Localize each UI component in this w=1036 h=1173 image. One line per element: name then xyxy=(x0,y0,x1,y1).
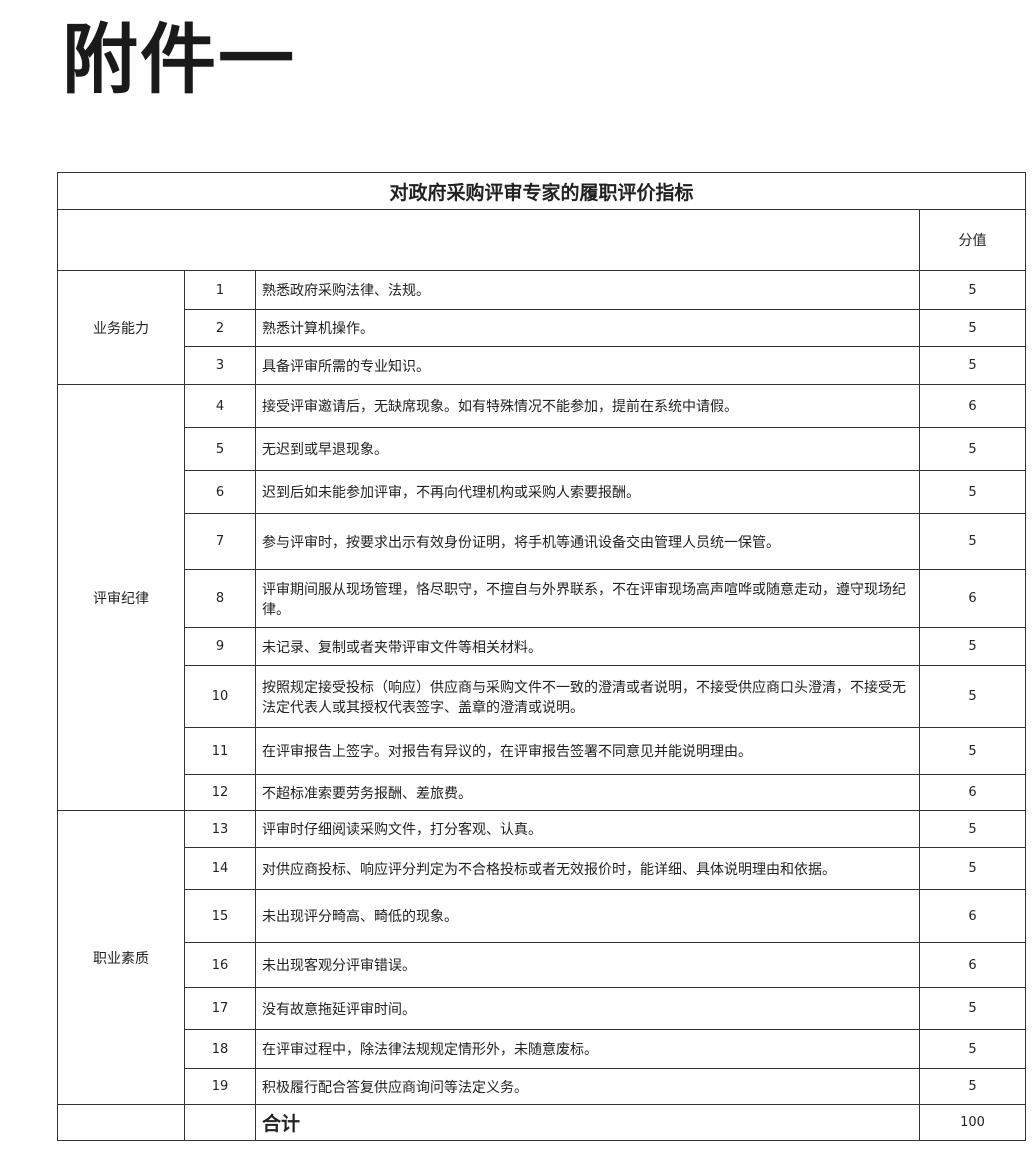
item-number: 1 xyxy=(184,270,256,310)
item-score: 6 xyxy=(918,942,1027,988)
item-number: 12 xyxy=(184,774,256,811)
table-row: 10 按照规定接受投标（响应）供应商与采购文件不一致的澄清或者说明，不接受供应商口… xyxy=(58,665,1027,728)
item-text: 熟悉政府采购法律、法规。 xyxy=(255,270,920,310)
blank-cell xyxy=(57,1104,185,1141)
table-row: 7 参与评审时，按要求出示有效身份证明，将手机等通讯设备交由管理人员统一保管。 5 xyxy=(58,513,1027,570)
item-text: 熟悉计算机操作。 xyxy=(255,309,920,347)
category-cell: 职业素质 xyxy=(57,810,185,1105)
item-number: 2 xyxy=(184,309,256,347)
item-text: 在评审过程中，除法律法规规定情形外，未随意废标。 xyxy=(255,1029,920,1069)
item-score: 5 xyxy=(918,427,1027,471)
blank-cell xyxy=(184,1104,256,1141)
item-number: 3 xyxy=(184,346,256,385)
item-text: 接受评审邀请后，无缺席现象。如有特殊情况不能参加，提前在系统中请假。 xyxy=(255,384,920,428)
item-number: 11 xyxy=(184,727,256,775)
item-number: 5 xyxy=(184,427,256,471)
item-score: 6 xyxy=(918,569,1027,628)
table-row: 3 具备评审所需的专业知识。 5 xyxy=(58,346,1027,385)
item-score: 5 xyxy=(918,270,1027,310)
item-text: 评审时仔细阅读采购文件，打分客观、认真。 xyxy=(255,810,920,848)
item-number: 10 xyxy=(184,665,256,728)
item-number: 4 xyxy=(184,384,256,428)
total-score: 100 xyxy=(918,1104,1027,1141)
item-text: 没有故意拖延评审时间。 xyxy=(255,987,920,1030)
item-number: 13 xyxy=(184,810,256,848)
score-header: 分值 xyxy=(918,209,1027,271)
category-cell: 评审纪律 xyxy=(57,384,185,811)
item-text: 按照规定接受投标（响应）供应商与采购文件不一致的澄清或者说明，不接受供应商口头澄… xyxy=(255,665,920,728)
table-row: 9 未记录、复制或者夹带评审文件等相关材料。 5 xyxy=(58,627,1027,666)
item-number: 14 xyxy=(184,847,256,890)
item-score: 5 xyxy=(918,309,1027,347)
item-score: 6 xyxy=(918,774,1027,811)
table-row: 职业素质 13 评审时仔细阅读采购文件，打分客观、认真。 5 xyxy=(57,810,1027,1105)
table-row: 19 积极履行配合答复供应商询问等法定义务。 5 xyxy=(58,1068,1027,1105)
table-row: 6 迟到后如未能参加评审，不再向代理机构或采购人索要报酬。 5 xyxy=(58,470,1027,514)
page-heading: 附件一 xyxy=(62,15,296,104)
item-text: 对供应商投标、响应评分判定为不合格投标或者无效报价时，能详细、具体说明理由和依据… xyxy=(255,847,920,890)
item-text: 未出现客观分评审错误。 xyxy=(255,942,920,988)
item-text: 具备评审所需的专业知识。 xyxy=(255,346,920,385)
item-score: 5 xyxy=(918,810,1027,848)
item-score: 5 xyxy=(918,513,1027,570)
item-score: 5 xyxy=(918,665,1027,728)
item-number: 6 xyxy=(184,470,256,514)
item-score: 5 xyxy=(918,1029,1027,1069)
category-cell: 业务能力 xyxy=(57,270,185,385)
item-text: 参与评审时，按要求出示有效身份证明，将手机等通讯设备交由管理人员统一保管。 xyxy=(255,513,920,570)
table-row: 8 评审期间服从现场管理，恪尽职守，不擅自与外界联系，不在评审现场高声喧哗或随意走… xyxy=(58,569,1027,628)
item-text: 无迟到或早退现象。 xyxy=(255,427,920,471)
table-row: 11 在评审报告上签字。对报告有异议的，在评审报告签署不同意见并能说明理由。 5 xyxy=(58,727,1027,775)
item-score: 5 xyxy=(918,627,1027,666)
table-row: 14 对供应商投标、响应评分判定为不合格投标或者无效报价时，能详细、具体说明理由和… xyxy=(58,847,1027,890)
header-blank xyxy=(57,209,920,271)
item-score: 5 xyxy=(918,987,1027,1030)
item-number: 16 xyxy=(184,942,256,988)
item-text: 在评审报告上签字。对报告有异议的，在评审报告签署不同意见并能说明理由。 xyxy=(255,727,920,775)
item-score: 6 xyxy=(918,889,1027,943)
item-score: 6 xyxy=(918,384,1027,428)
table-row: 16 未出现客观分评审错误。 6 xyxy=(58,942,1027,988)
item-number: 15 xyxy=(184,889,256,943)
table-row: 评审纪律 4 接受评审邀请后，无缺席现象。如有特殊情况不能参加，提前在系统中请假。 6 xyxy=(57,384,1027,811)
item-number: 7 xyxy=(184,513,256,570)
item-text: 不超标准索要劳务报酬、差旅费。 xyxy=(255,774,920,811)
item-text: 积极履行配合答复供应商询问等法定义务。 xyxy=(255,1068,920,1105)
item-text: 未记录、复制或者夹带评审文件等相关材料。 xyxy=(255,627,920,666)
item-text: 评审期间服从现场管理，恪尽职守，不擅自与外界联系，不在评审现场高声喧哗或随意走动… xyxy=(255,569,920,628)
item-text: 迟到后如未能参加评审，不再向代理机构或采购人索要报酬。 xyxy=(255,470,920,514)
item-score: 5 xyxy=(918,727,1027,775)
item-number: 8 xyxy=(184,569,256,628)
item-score: 5 xyxy=(918,346,1027,385)
evaluation-table: 对政府采购评审专家的履职评价指标 分值 业务能力 1 熟悉政府采购法律、法规。 5 2 熟… xyxy=(56,172,1027,1141)
table-row: 12 不超标准索要劳务报酬、差旅费。 6 xyxy=(58,774,1027,811)
table-row: 业务能力 1 熟悉政府采购法律、法规。 5 xyxy=(57,270,1027,385)
table-row: 2 熟悉计算机操作。 5 xyxy=(58,309,1027,347)
table-row: 18 在评审过程中，除法律法规规定情形外，未随意废标。 5 xyxy=(58,1029,1027,1069)
item-text: 未出现评分畸高、畸低的现象。 xyxy=(255,889,920,943)
item-score: 5 xyxy=(918,1068,1027,1105)
item-score: 5 xyxy=(918,847,1027,890)
table-row: 17 没有故意拖延评审时间。 5 xyxy=(58,987,1027,1030)
item-number: 17 xyxy=(184,987,256,1030)
table-title: 对政府采购评审专家的履职评价指标 xyxy=(56,172,1027,210)
item-number: 18 xyxy=(184,1029,256,1069)
total-label: 合计 xyxy=(255,1104,920,1141)
item-score: 5 xyxy=(918,470,1027,514)
table-row: 5 无迟到或早退现象。 5 xyxy=(58,427,1027,471)
item-number: 19 xyxy=(184,1068,256,1105)
table-row: 15 未出现评分畸高、畸低的现象。 6 xyxy=(58,889,1027,943)
item-number: 9 xyxy=(184,627,256,666)
total-row: 合计 100 xyxy=(57,1104,1027,1141)
